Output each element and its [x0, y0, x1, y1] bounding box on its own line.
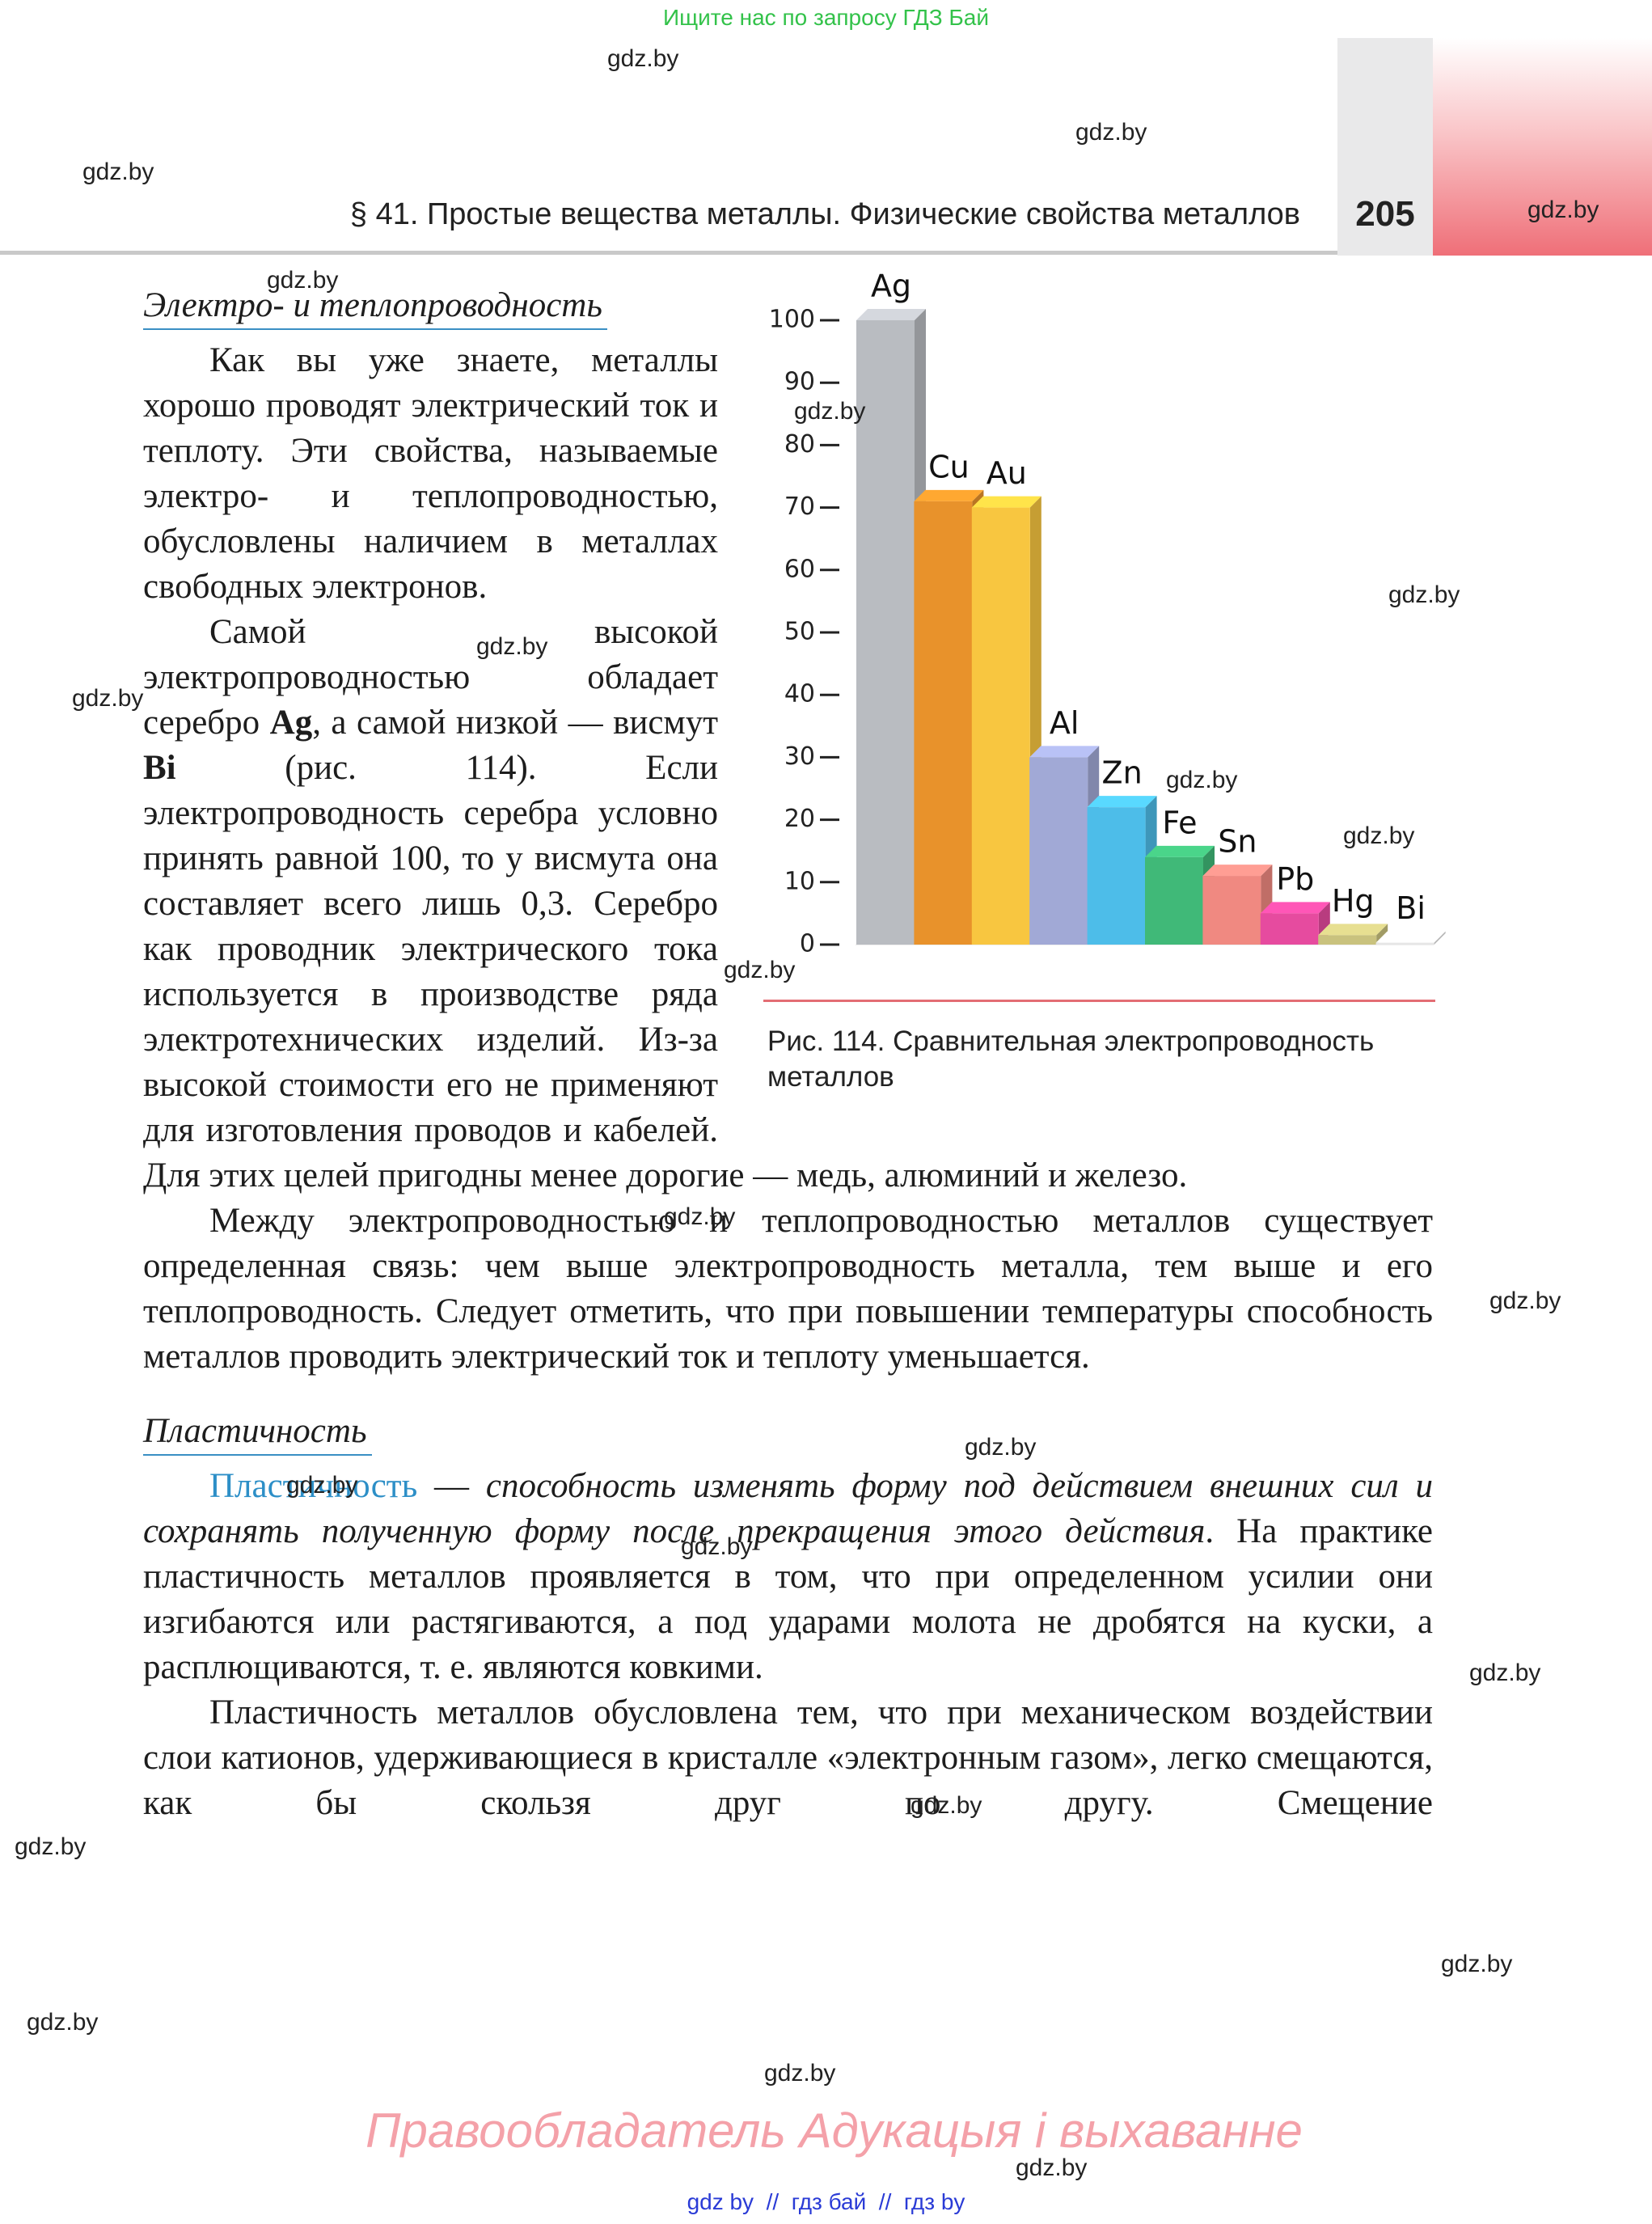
- y-tick-label: 10: [784, 867, 815, 895]
- paragraph: Пластичность металлов обусловлена тем, ч…: [143, 1690, 1433, 1826]
- bar: [856, 320, 915, 945]
- paragraph: Пластичность — способность изменять форм…: [143, 1464, 1433, 1690]
- bar: [1029, 757, 1088, 945]
- watermark: gdz.by: [965, 1434, 1037, 1461]
- bar-top: [1145, 845, 1215, 857]
- text: Между электропроводностью и теплопроводн…: [143, 1202, 1433, 1376]
- watermark: gdz.by: [1469, 1660, 1541, 1686]
- chem-symbol: Bi: [143, 749, 176, 787]
- bar: [1202, 876, 1261, 945]
- watermark: gdz.by: [1441, 1951, 1513, 1977]
- bar-top: [914, 489, 984, 501]
- watermark: gdz.by: [764, 2060, 836, 2087]
- text: Самой высокой электропроводностью облада…: [143, 613, 718, 742]
- watermark: gdz.by: [794, 398, 866, 425]
- y-tick-label: 80: [784, 430, 815, 459]
- bar-label: Ag: [871, 268, 911, 304]
- y-tick-label: 40: [784, 680, 815, 708]
- watermark: gdz.by: [15, 1833, 87, 1860]
- y-tick-label: 30: [784, 742, 815, 771]
- watermark: gdz.by: [82, 159, 154, 185]
- bar: [1318, 935, 1377, 945]
- bar-label: Bi: [1396, 890, 1426, 926]
- figure-caption: Рис. 114. Сравнительная электропроводнос…: [767, 1025, 1375, 1093]
- bar: [1087, 807, 1146, 945]
- bar-side: [1434, 931, 1446, 945]
- watermark: gdz.by: [1489, 1287, 1561, 1314]
- text: Как вы уже знаете, металлы хорошо провод…: [143, 341, 718, 606]
- bar-top: [1318, 924, 1388, 936]
- text: (рис. 114). Если электропроводность сере…: [143, 749, 1188, 1194]
- chem-symbol: Ag: [269, 704, 313, 742]
- bar: [971, 507, 1030, 945]
- bar-label: Al: [1050, 705, 1080, 741]
- heading: Пластичность: [143, 1409, 372, 1456]
- bar-label: Sn: [1218, 824, 1257, 860]
- bar: [1260, 913, 1319, 945]
- bar: [914, 501, 973, 945]
- chart: 0 10 20 30 40 50 60 70 80 90 100 Ag Cu Au Al Zn Fe Sn Pb Hg…: [769, 268, 1447, 958]
- y-tick-label: 50: [784, 618, 815, 646]
- watermark: gdz.by: [267, 267, 339, 294]
- bar: [1145, 856, 1203, 945]
- heading: Электро- и теплопроводность: [143, 283, 607, 330]
- copyright: Правообладатель Адукацыя і выхаванне: [365, 2103, 1303, 2158]
- bar-top: [1202, 865, 1273, 877]
- paragraph: Самой высокой электропроводностью облада…: [143, 610, 1433, 1199]
- bar-label: Zn: [1102, 755, 1143, 791]
- watermark: gdz.by: [664, 1203, 736, 1230]
- bar-top: [1029, 746, 1100, 758]
- bar-label: Pb: [1276, 861, 1314, 897]
- body-text: Электро- и теплопроводность Как вы уже з…: [143, 283, 1433, 1826]
- watermark: gdz.by: [1343, 822, 1415, 849]
- page-number-box: [1337, 38, 1433, 256]
- bar-label: Cu: [928, 449, 970, 484]
- bar-label: Hg: [1332, 883, 1375, 919]
- y-tick-label: 20: [784, 805, 815, 833]
- y-tick-label: 0: [800, 930, 815, 958]
- corner-decoration: [1433, 38, 1652, 256]
- watermark: gdz.by: [607, 45, 679, 72]
- watermark: gdz.by: [1388, 581, 1460, 608]
- watermark: gdz.by: [1016, 2154, 1088, 2181]
- bar-label: Fe: [1162, 805, 1197, 840]
- text: —: [417, 1467, 486, 1505]
- paragraph: Между электропроводностью и теплопроводн…: [143, 1199, 1433, 1380]
- page-number: 205: [1355, 194, 1415, 234]
- y-tick-label: 60: [784, 555, 815, 583]
- watermark: gdz.by: [27, 2009, 99, 2036]
- text: . На практике пластичность металлов проя…: [143, 1512, 1433, 1686]
- footer-links: gdz by // гдз бай // гдз by: [687, 2189, 965, 2214]
- watermark: gdz.by: [1527, 197, 1599, 223]
- definition: способность изменять форму под действием…: [143, 1467, 1434, 1550]
- text: Пластичность металлов обусловлена тем, ч…: [143, 1693, 1433, 1822]
- bar: [1375, 942, 1434, 945]
- search-banner: Ищите нас по запросу ГДЗ Бай: [662, 5, 990, 30]
- header-rule: [0, 251, 1337, 255]
- watermark: gdz.by: [1166, 767, 1238, 793]
- y-tick-label: 70: [784, 493, 815, 521]
- watermark: gdz.by: [724, 957, 796, 983]
- watermark: gdz.by: [911, 1792, 982, 1819]
- watermark: gdz.by: [476, 633, 548, 660]
- watermark: gdz.by: [1075, 119, 1147, 146]
- bar-label: Au: [987, 455, 1027, 491]
- watermark: gdz.by: [681, 1533, 753, 1560]
- bar-top: [1260, 902, 1330, 914]
- y-tick-label: 100: [769, 306, 815, 334]
- text: , а самой низкой — висмут: [312, 704, 718, 742]
- figure-rule: [763, 1000, 1435, 1002]
- bar-top: [1375, 931, 1446, 943]
- bar-top: [971, 496, 1041, 508]
- paragraph: Как вы уже знаете, металлы хорошо провод…: [143, 338, 1433, 610]
- term: Пластичность: [209, 1467, 418, 1505]
- section-title: § 41. Простые вещества металлы. Физическ…: [349, 197, 1300, 231]
- bar-top: [856, 309, 926, 320]
- watermark: gdz.by: [72, 685, 144, 712]
- y-tick-label: 90: [784, 368, 815, 396]
- bar-top: [1087, 796, 1157, 808]
- watermark: gdz.by: [286, 1472, 358, 1499]
